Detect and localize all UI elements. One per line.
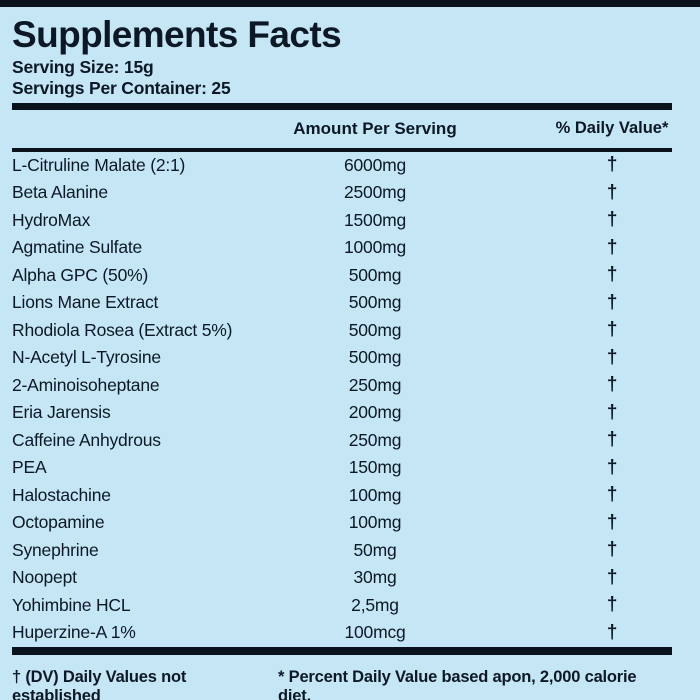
ingredient-row: N-Acetyl L-Tyrosine 500mg †: [12, 344, 672, 372]
ingredient-daily-value: †: [606, 181, 618, 203]
ingredient-row: Rhodiola Rosea (Extract 5%) 500mg †: [12, 317, 672, 345]
ingredient-amount: 500mg: [348, 292, 402, 313]
ingredient-name: Beta Alanine: [12, 182, 108, 203]
ingredient-amount: 100mg: [348, 484, 402, 505]
ingredient-amount: 50mg: [353, 539, 397, 560]
ingredient-daily-value: †: [606, 621, 618, 643]
ingredient-name: Alpha GPC (50%): [12, 264, 149, 285]
ingredient-name: 2-Aminoisoheptane: [12, 374, 160, 395]
divider-below-header: [12, 147, 672, 152]
footnote-percent-daily-value: * Percent Daily Value based apon, 2,000 …: [278, 667, 637, 700]
ingredient-name: Lions Mane Extract: [12, 292, 159, 313]
ingredient-name: Synephrine: [12, 539, 99, 560]
ingredient-amount: 30mg: [353, 567, 397, 588]
ingredient-daily-value: †: [606, 566, 618, 588]
ingredient-row: Eria Jarensis 200mg †: [12, 399, 672, 427]
ingredient-daily-value: †: [606, 594, 618, 616]
ingredient-name: Octopamine: [12, 512, 105, 533]
ingredient-amount: 500mg: [348, 264, 402, 285]
serving-size-text: Serving Size: 15g: [12, 56, 154, 77]
ingredient-table: L-Citruline Malate (2:1) 6000mg † Beta A…: [12, 152, 672, 647]
ingredient-row: 2-Aminoisoheptane 250mg †: [12, 372, 672, 400]
ingredient-name: Yohimbine HCL: [12, 594, 131, 615]
footnotes: † (DV) Daily Values not established * Pe…: [12, 668, 672, 700]
ingredient-row: Agmatine Sulfate 1000mg †: [12, 234, 672, 262]
column-header-daily-value: % Daily Value*: [555, 119, 669, 138]
ingredient-name: HydroMax: [12, 209, 91, 230]
ingredient-row: Lions Mane Extract 500mg †: [12, 289, 672, 317]
ingredient-name: Noopept: [12, 567, 77, 588]
ingredient-amount: 1000mg: [343, 237, 407, 258]
ingredient-row: Synephrine 50mg †: [12, 537, 672, 565]
ingredient-daily-value: †: [606, 264, 618, 286]
panel-title: Supplements Facts: [12, 14, 342, 55]
ingredient-row: Octopamine 100mg †: [12, 509, 672, 537]
ingredient-daily-value: †: [606, 236, 618, 258]
ingredient-amount: 100mg: [348, 512, 402, 533]
ingredient-name: Rhodiola Rosea (Extract 5%): [12, 319, 233, 340]
ingredient-daily-value: †: [606, 401, 618, 423]
ingredient-daily-value: †: [606, 484, 618, 506]
ingredient-row: Beta Alanine 2500mg †: [12, 179, 672, 207]
ingredient-row: Huperzine-A 1% 100mcg †: [12, 619, 672, 647]
ingredient-name: PEA: [12, 457, 47, 478]
ingredient-amount: 2500mg: [343, 182, 407, 203]
ingredient-row: PEA 150mg †: [12, 454, 672, 482]
ingredient-daily-value: †: [606, 209, 618, 231]
ingredient-name: Agmatine Sulfate: [12, 237, 143, 258]
footnote-daily-values: † (DV) Daily Values not established: [12, 667, 187, 700]
ingredient-row: Caffeine Anhydrous 250mg †: [12, 427, 672, 455]
ingredient-amount: 100mcg: [344, 622, 406, 643]
ingredient-name: L-Citruline Malate (2:1): [12, 154, 186, 175]
ingredient-name: Eria Jarensis: [12, 402, 111, 423]
ingredient-daily-value: †: [606, 456, 618, 478]
ingredient-row: Yohimbine HCL 2,5mg †: [12, 592, 672, 620]
ingredient-amount: 250mg: [348, 429, 402, 450]
ingredient-amount: 1500mg: [343, 209, 407, 230]
ingredient-amount: 150mg: [348, 457, 402, 478]
ingredient-name: Caffeine Anhydrous: [12, 429, 161, 450]
table-header-row: Amount Per Serving % Daily Value*: [12, 110, 672, 148]
ingredient-daily-value: †: [606, 511, 618, 533]
ingredient-row: L-Citruline Malate (2:1) 6000mg †: [12, 152, 672, 180]
ingredient-name: Huperzine-A 1%: [12, 622, 136, 643]
ingredient-daily-value: †: [606, 291, 618, 313]
ingredient-name: N-Acetyl L-Tyrosine: [12, 347, 161, 368]
ingredient-daily-value: †: [606, 319, 618, 341]
ingredient-daily-value: †: [606, 429, 618, 451]
divider-top-thick: [12, 102, 672, 110]
top-border-bar: [0, 0, 700, 7]
ingredient-amount: 500mg: [348, 319, 402, 340]
ingredient-amount: 2,5mg: [351, 594, 399, 615]
ingredient-daily-value: †: [606, 346, 618, 368]
ingredient-row: Halostachine 100mg †: [12, 482, 672, 510]
ingredient-amount: 6000mg: [343, 154, 407, 175]
column-header-amount: Amount Per Serving: [293, 118, 457, 138]
ingredient-row: HydroMax 1500mg †: [12, 207, 672, 235]
ingredient-daily-value: †: [606, 374, 618, 396]
ingredient-name: Halostachine: [12, 484, 111, 505]
divider-bottom-heavy: [12, 646, 672, 655]
servings-per-container-text: Servings Per Container: 25: [12, 78, 231, 99]
ingredient-row: Noopept 30mg †: [12, 564, 672, 592]
ingredient-amount: 500mg: [348, 347, 402, 368]
ingredient-row: Alpha GPC (50%) 500mg †: [12, 262, 672, 290]
ingredient-daily-value: †: [606, 154, 618, 176]
ingredient-amount: 200mg: [348, 402, 402, 423]
ingredient-amount: 250mg: [348, 374, 402, 395]
ingredient-daily-value: †: [606, 539, 618, 561]
